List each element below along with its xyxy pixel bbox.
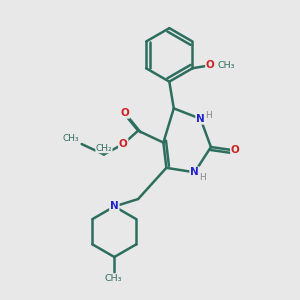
Text: O: O bbox=[231, 145, 240, 155]
Text: N: N bbox=[110, 202, 119, 212]
Text: N: N bbox=[190, 167, 199, 177]
Text: CH₃: CH₃ bbox=[218, 61, 236, 70]
Text: CH₃: CH₃ bbox=[62, 134, 79, 142]
Text: N: N bbox=[196, 114, 205, 124]
Text: CH₂: CH₂ bbox=[96, 144, 112, 153]
Text: H: H bbox=[206, 111, 212, 120]
Text: CH₃: CH₃ bbox=[104, 274, 122, 283]
Text: O: O bbox=[119, 139, 128, 149]
Text: O: O bbox=[120, 108, 129, 118]
Text: H: H bbox=[200, 173, 206, 182]
Text: O: O bbox=[206, 60, 215, 70]
